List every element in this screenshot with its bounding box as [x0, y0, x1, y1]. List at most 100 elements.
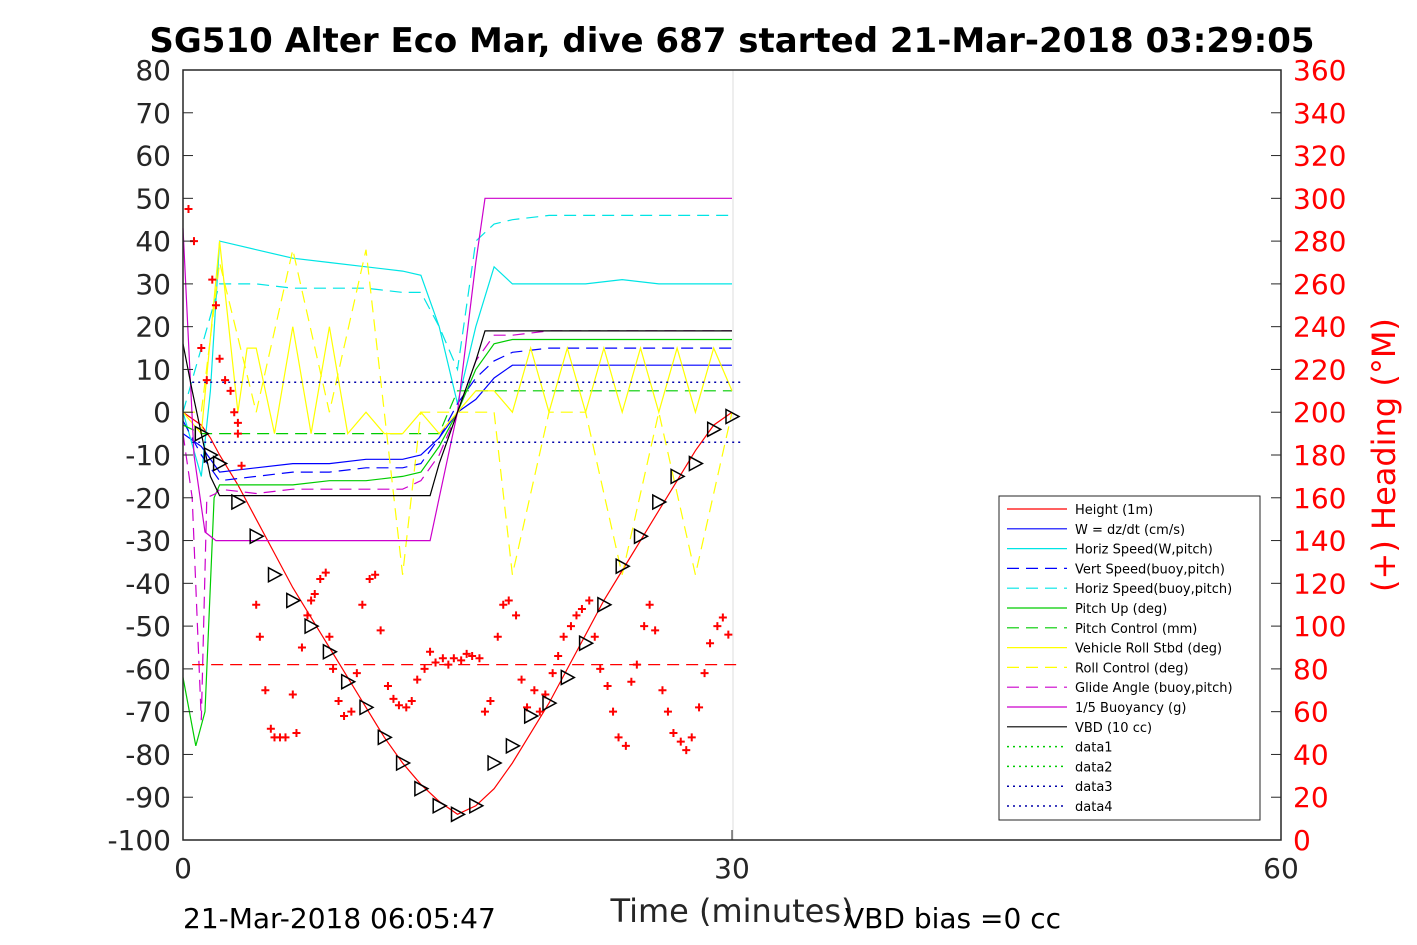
- y2-tick-label: 80: [1293, 653, 1329, 686]
- heading-point: [281, 733, 290, 742]
- heading-point: [321, 568, 330, 577]
- heading-point: [197, 344, 206, 353]
- heading-point: [316, 575, 325, 584]
- heading-point: [340, 711, 349, 720]
- vbd-marker: [560, 669, 576, 686]
- series-line: [182, 411, 733, 815]
- vbd-marker: [597, 596, 613, 613]
- x-axis-ticks: 0 30 60: [174, 830, 1299, 885]
- heading-point: [292, 729, 301, 738]
- vbd-marker: [267, 566, 284, 584]
- x-axis-label: Time (minutes): [610, 892, 854, 930]
- heading-point: [504, 596, 513, 605]
- legend-label: data4: [1075, 800, 1113, 815]
- heading-point: [310, 590, 319, 599]
- y-tick-label: -30: [125, 525, 171, 558]
- heading-point: [493, 632, 502, 641]
- legend-label: 1/5 Buoyancy (g): [1075, 701, 1186, 716]
- vbd-marker: [432, 797, 448, 815]
- vbd-marker: [450, 806, 467, 823]
- vbd-marker: [286, 592, 302, 609]
- heading-point: [462, 649, 471, 658]
- heading-point: [713, 622, 722, 631]
- vbd-marker: [615, 557, 631, 575]
- heading-point: [609, 707, 618, 716]
- legend-label: Horiz Speed(W,pitch): [1075, 543, 1213, 558]
- y2-tick-label: 360: [1293, 54, 1346, 87]
- y2-tick-label: 60: [1293, 696, 1329, 729]
- vbd-marker: [633, 528, 650, 545]
- heading-point: [233, 418, 242, 427]
- heading-point: [230, 408, 239, 417]
- legend-label: Glide Angle (buoy,pitch): [1075, 681, 1233, 696]
- legend-label: VBD (10 cc): [1075, 721, 1152, 736]
- vbd-marker: [523, 707, 540, 725]
- y-tick-label: -10: [125, 439, 171, 472]
- y-tick-label: -60: [125, 653, 171, 686]
- y2-tick-label: 100: [1293, 610, 1346, 643]
- vbd-marker: [377, 729, 393, 746]
- vbd-marker: [670, 468, 686, 485]
- series-line: [182, 364, 732, 473]
- legend-label: Vert Speed(buoy,pitch): [1075, 562, 1225, 577]
- vbd-marker: [725, 408, 741, 425]
- heading-point: [365, 575, 374, 584]
- heading-point: [444, 660, 453, 669]
- y2-tick-label: 160: [1293, 482, 1346, 515]
- vbd-marker: [414, 780, 430, 797]
- y2-axis-label: (+) Heading (°M): [1365, 318, 1403, 592]
- heading-point: [468, 652, 477, 661]
- vbd-marker: [469, 797, 485, 815]
- heading-point: [221, 376, 230, 385]
- heading-point: [208, 275, 217, 284]
- heading-point: [252, 600, 261, 609]
- chart-title: SG510 Alter Eco Mar, dive 687 started 21…: [149, 21, 1314, 61]
- y2-tick-label: 20: [1293, 781, 1329, 814]
- heading-point: [420, 664, 429, 673]
- vbd-marker: [706, 421, 723, 438]
- heading-point: [352, 669, 361, 678]
- heading-point: [700, 669, 709, 678]
- y2-tick-label: 200: [1293, 396, 1346, 429]
- heading-point: [371, 570, 380, 579]
- vbd-marker: [340, 673, 357, 690]
- legend-label: Pitch Control (mm): [1075, 622, 1197, 637]
- legend-label: data3: [1075, 780, 1113, 795]
- heading-point: [255, 632, 264, 641]
- vbd-marker: [203, 446, 220, 464]
- heading-point: [457, 656, 466, 665]
- heading-point: [548, 669, 557, 678]
- vbd-marker: [322, 643, 338, 661]
- heading-point: [325, 632, 334, 641]
- y2-tick-label: 340: [1293, 97, 1346, 130]
- heading-point: [554, 652, 563, 661]
- legend-label: data2: [1075, 760, 1113, 775]
- markers-group: [184, 205, 741, 823]
- heading-point: [669, 729, 678, 738]
- vbd-marker: [395, 754, 412, 772]
- heading-point: [621, 741, 630, 750]
- heading-point: [590, 632, 599, 641]
- heading-point: [233, 429, 242, 438]
- y2-tick-label: 260: [1293, 268, 1346, 301]
- y2-tick-label: 140: [1293, 525, 1346, 558]
- heading-point: [394, 701, 403, 710]
- legend-label: Pitch Up (deg): [1075, 602, 1167, 617]
- y-tick-label: 10: [135, 353, 171, 386]
- y2-tick-label: 320: [1293, 140, 1346, 173]
- heading-point: [530, 686, 539, 695]
- y-tick-label: -40: [125, 567, 171, 600]
- vbd-marker: [542, 694, 558, 712]
- heading-point: [658, 686, 667, 695]
- series-line: [182, 347, 732, 482]
- series-line: [182, 197, 732, 542]
- vbd-marker: [304, 617, 320, 635]
- series-line: [183, 249, 733, 575]
- heading-point: [499, 600, 508, 609]
- y2-tick-label: 0: [1293, 824, 1311, 857]
- heading-point: [307, 596, 316, 605]
- heading-point: [358, 600, 367, 609]
- y-axis-ticks: 80 70 60 50 40 30 20 10 0 -10 -20 -30 -40 -50 -60 -70 -8…: [107, 54, 193, 857]
- heading-point: [449, 654, 458, 663]
